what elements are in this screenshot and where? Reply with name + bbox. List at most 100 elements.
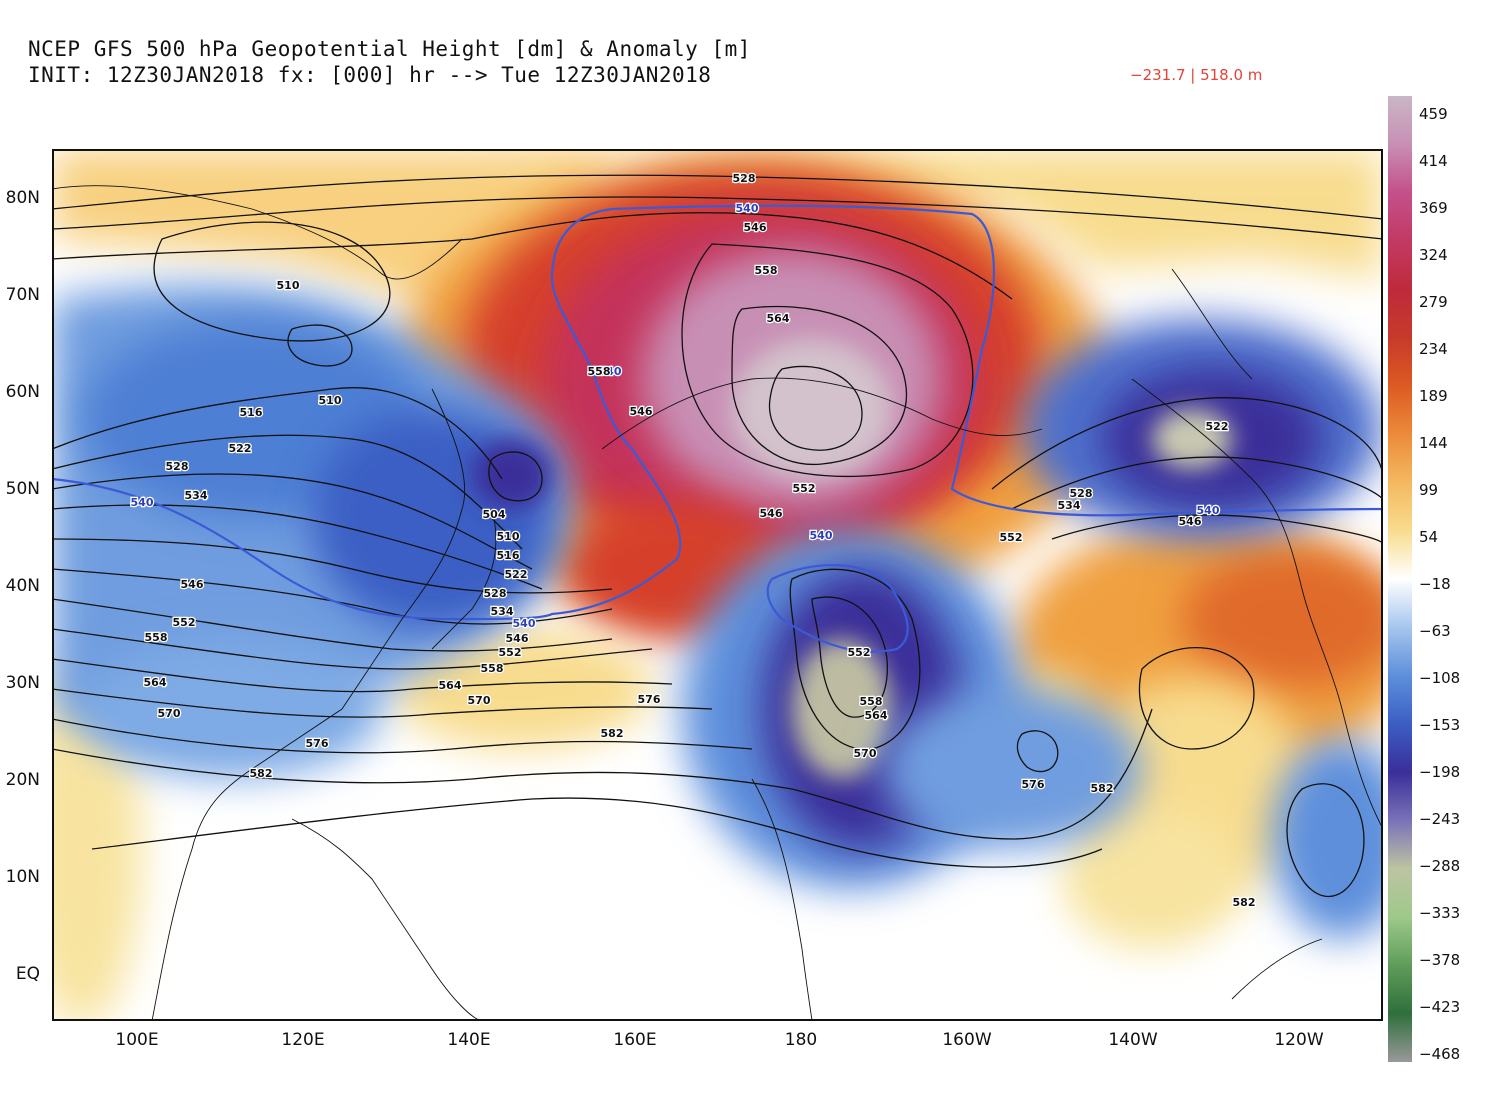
contour-label: 582	[601, 727, 624, 740]
contour-label: 534	[185, 489, 208, 502]
lat-label: 50N	[5, 479, 40, 499]
colorbar-tick-label: −288	[1419, 857, 1461, 875]
contour-label: 564	[439, 679, 462, 692]
map-panel: 528 540 546 558 564 510 510 516 522 528 534 540 546 5…	[52, 149, 1383, 1021]
contour-label: 516	[240, 406, 263, 419]
colorbar-tick-label: −108	[1419, 669, 1461, 687]
lat-label: 70N	[5, 285, 40, 305]
lon-label: 160E	[613, 1030, 657, 1050]
contour-label: 582	[1091, 782, 1114, 795]
lat-label: 30N	[5, 673, 40, 693]
colorbar-tick-label: −63	[1419, 622, 1451, 640]
contour-label: 552	[173, 616, 196, 629]
colorbar-tick-label: −198	[1419, 763, 1461, 781]
contour-label: 570	[854, 747, 877, 760]
contour-label: 528	[733, 172, 756, 185]
contour-label: 582	[1233, 896, 1256, 909]
contour-label: 528	[484, 587, 507, 600]
contour-label: 570	[468, 694, 491, 707]
contour-label: 552	[499, 646, 522, 659]
colorbar-tick-label: 234	[1419, 340, 1448, 358]
anomaly-min-max: −231.7 | 518.0 m	[1130, 66, 1263, 84]
contour-label: 546	[181, 578, 204, 591]
contour-label: 546	[630, 405, 653, 418]
contour-label: 582	[250, 767, 273, 780]
lon-label: 180	[784, 1030, 818, 1050]
contour-label: 558	[145, 631, 168, 644]
colorbar-tick-label: −378	[1419, 951, 1461, 969]
contour-label: 564	[767, 312, 790, 325]
colorbar-tick-label: 459	[1419, 105, 1448, 123]
contour-label: 540	[1197, 504, 1220, 517]
contour-label: 528	[1070, 487, 1093, 500]
map-svg: 5285405465585645105105165225285345405465…	[52, 149, 1383, 1021]
colorbar-tick-label: −153	[1419, 716, 1461, 734]
contour-label: 570	[158, 707, 181, 720]
colorbar-tick-label: 324	[1419, 246, 1448, 264]
lat-label: 80N	[5, 188, 40, 208]
lon-label: 140E	[447, 1030, 491, 1050]
contour-label: 534	[491, 605, 514, 618]
contour-label: 558	[588, 365, 611, 378]
contour-label: 546	[744, 221, 767, 234]
contour-label: 522	[229, 442, 252, 455]
contour-label: 510	[277, 279, 300, 292]
map-init-time: INIT: 12Z30JAN2018 fx: [000] hr --> Tue …	[28, 63, 712, 87]
lon-label: 140W	[1108, 1030, 1158, 1050]
contour-label: 558	[481, 662, 504, 675]
contour-label: 540	[513, 617, 536, 630]
colorbar-tick-label: −468	[1419, 1045, 1461, 1063]
contour-label: 522	[505, 568, 528, 581]
lat-label: 10N	[5, 867, 40, 887]
lon-label: 120E	[281, 1030, 325, 1050]
contour-label: 510	[319, 394, 342, 407]
colorbar-tick-label: 369	[1419, 199, 1448, 217]
contour-label: 540	[131, 496, 154, 509]
lat-label: 40N	[5, 576, 40, 596]
colorbar-tick-label: 54	[1419, 528, 1439, 546]
contour-540dm	[52, 204, 1383, 653]
colorbar-tick-label: −243	[1419, 810, 1461, 828]
contour-label: 504	[483, 508, 506, 521]
colorbar-tick-label: 99	[1419, 481, 1439, 499]
map-frame	[52, 149, 1383, 1021]
contour-label: 564	[144, 676, 167, 689]
contour-label: 540	[810, 529, 833, 542]
lon-label: 100E	[115, 1030, 159, 1050]
contour-label: 552	[848, 646, 871, 659]
contour-label: 540	[736, 202, 759, 215]
colorbar-tick-label: −423	[1419, 998, 1461, 1016]
contour-label: 534	[1058, 499, 1081, 512]
contour-label: 540	[599, 365, 622, 378]
contour-label: 528	[166, 460, 189, 473]
lat-label: 60N	[5, 382, 40, 402]
colorbar-tick-label: −333	[1419, 904, 1461, 922]
map-title: NCEP GFS 500 hPa Geopotential Height [dm…	[28, 37, 751, 61]
colorbar-tick-label: 189	[1419, 387, 1448, 405]
colorbar-tick-label: 144	[1419, 434, 1448, 452]
contour-label: 522	[1206, 420, 1229, 433]
contour-label: 546	[760, 507, 783, 520]
lon-label: 120W	[1274, 1030, 1324, 1050]
contour-label: 564	[865, 709, 888, 722]
contour-label: 576	[638, 693, 661, 706]
lon-label: 160W	[942, 1030, 992, 1050]
contour-label: 576	[306, 737, 329, 750]
contour-label: 576	[1022, 778, 1045, 791]
anomaly-colorbar	[1388, 96, 1412, 1062]
contour-label: 558	[755, 264, 778, 277]
contour-label: 510	[497, 530, 520, 543]
contour-label: 546	[1179, 515, 1202, 528]
colorbar-tick-label: −18	[1419, 575, 1451, 593]
contour-label: 552	[793, 482, 816, 495]
contour-labels: 5285405465585645105105165225285345405465…	[129, 171, 1256, 911]
contour-label: 558	[860, 695, 883, 708]
contour-label: 546	[506, 632, 529, 645]
colorbar-tick-label: 414	[1419, 152, 1448, 170]
contour-label: 552	[1000, 531, 1023, 544]
colorbar-tick-label: 279	[1419, 293, 1448, 311]
lat-label: 20N	[5, 770, 40, 790]
contour-label: 516	[497, 549, 520, 562]
coastlines	[52, 185, 1383, 1021]
lat-label: EQ	[15, 964, 40, 984]
